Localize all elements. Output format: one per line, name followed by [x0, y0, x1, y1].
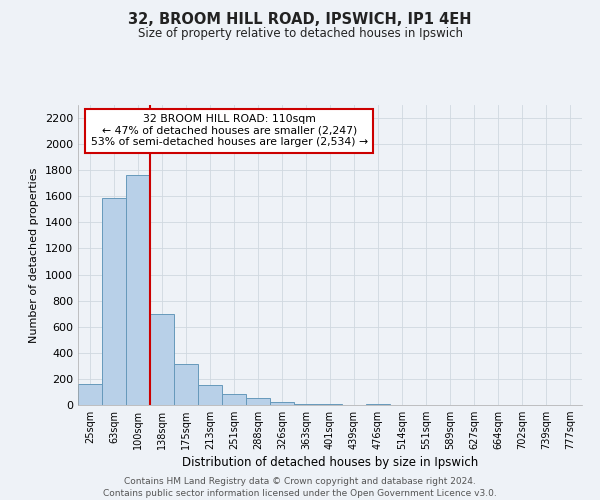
Bar — [222, 394, 246, 405]
Y-axis label: Number of detached properties: Number of detached properties — [29, 168, 40, 342]
Text: 32 BROOM HILL ROAD: 110sqm
← 47% of detached houses are smaller (2,247)
53% of s: 32 BROOM HILL ROAD: 110sqm ← 47% of deta… — [91, 114, 368, 147]
Bar — [318, 404, 342, 405]
Bar — [150, 314, 174, 405]
Bar — [246, 398, 270, 405]
Bar — [198, 385, 222, 405]
Bar — [294, 404, 318, 405]
Bar — [126, 176, 150, 405]
Bar — [270, 402, 294, 405]
Bar — [102, 198, 126, 405]
Text: Contains public sector information licensed under the Open Government Licence v3: Contains public sector information licen… — [103, 489, 497, 498]
Text: Size of property relative to detached houses in Ipswich: Size of property relative to detached ho… — [137, 28, 463, 40]
X-axis label: Distribution of detached houses by size in Ipswich: Distribution of detached houses by size … — [182, 456, 478, 469]
Bar — [78, 384, 102, 405]
Bar — [174, 364, 198, 405]
Text: 32, BROOM HILL ROAD, IPSWICH, IP1 4EH: 32, BROOM HILL ROAD, IPSWICH, IP1 4EH — [128, 12, 472, 28]
Text: Contains HM Land Registry data © Crown copyright and database right 2024.: Contains HM Land Registry data © Crown c… — [124, 478, 476, 486]
Bar — [366, 404, 390, 405]
